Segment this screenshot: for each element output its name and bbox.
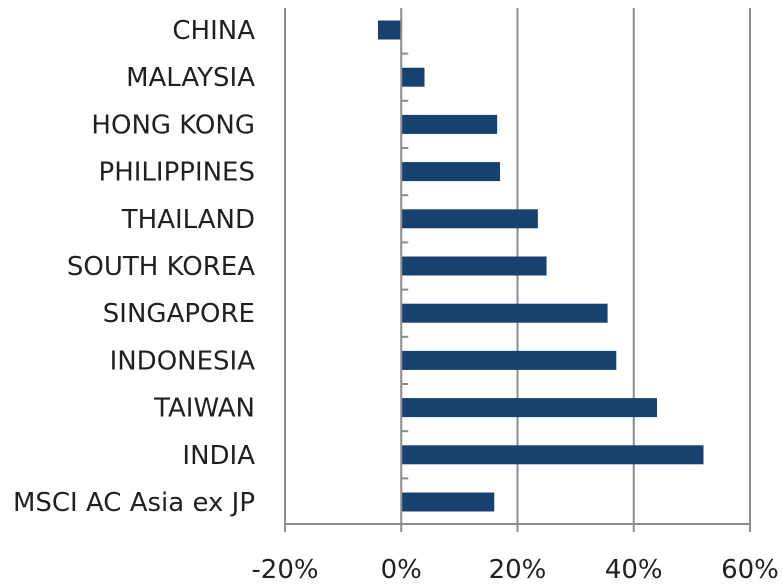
bar-hong-kong [401,114,498,134]
bar-taiwan [401,398,657,418]
axes [284,8,751,532]
category-labels: CHINA MALAYSIA HONG KONG PHILIPPINES THAILAN… [13,16,255,518]
category-label: SINGAPORE [103,299,255,329]
bar-china [378,20,402,40]
category-label: INDONESIA [110,346,256,376]
category-label: TAIWAN [153,394,255,424]
bar-malaysia [401,67,425,87]
bar-india [401,445,704,465]
bar-singapore [401,303,608,323]
bar-thailand [401,209,538,229]
tick-labels: -20% 0% 20% 40% 60% [251,555,778,584]
x-tick-label: -20% [251,555,318,584]
bar-south-korea [401,256,547,276]
x-tick-label: 60% [721,555,779,584]
category-label: THAILAND [121,205,255,235]
bar-indonesia [401,350,617,370]
bar-msci-ac-asia-ex-jp [401,492,495,512]
bar-philippines [401,162,501,182]
grid-lines [284,8,751,524]
category-label: SOUTH KOREA [67,252,255,282]
bars [378,20,704,512]
category-label: INDIA [182,441,255,471]
category-label: CHINA [172,16,255,46]
category-label: HONG KONG [91,110,255,140]
x-tick-label: 40% [605,555,663,584]
category-label: MSCI AC Asia ex JP [13,488,255,518]
x-tick-label: 20% [489,555,547,584]
x-tick-label: 0% [381,555,422,584]
category-label: PHILIPPINES [99,158,255,188]
category-label: MALAYSIA [126,63,255,93]
